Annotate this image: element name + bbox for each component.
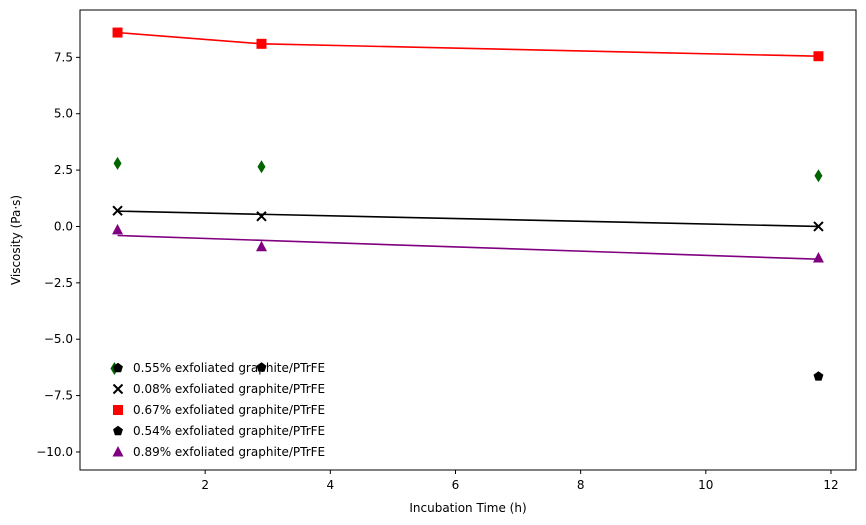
y-tick-label: −7.5	[44, 389, 73, 403]
legend-label-series-5: 0.89% exfoliated graphite/PTrFE	[133, 445, 325, 459]
data-point-series-1	[257, 160, 266, 174]
x-tick-label: 2	[201, 478, 209, 492]
x-tick-label: 12	[823, 478, 838, 492]
data-point-series-1	[814, 169, 823, 183]
legend-label-series-1: 0.55% exfoliated graphite/PTrFE	[133, 361, 325, 375]
data-point-series-5	[812, 252, 824, 263]
data-point-series-5	[255, 240, 267, 252]
legend-label-series-4: 0.54% exfoliated graphite/PTrFE	[133, 424, 325, 438]
y-tick-label: 2.5	[54, 163, 73, 177]
legend-marker-series-4	[113, 425, 123, 436]
y-axis-ticks: −10.0 −7.5 −5.0 −2.5 0.0 2.5 5.0 7.5	[36, 50, 80, 459]
data-point-series-2	[813, 221, 824, 232]
data-point-series-3	[112, 27, 123, 38]
legend: 0.55% exfoliated graphite/PTrFE 0.08% exf…	[112, 361, 325, 459]
data-point-series-4	[813, 371, 824, 381]
y-axis-label: Viscosity (Pa·s)	[9, 195, 23, 285]
x-tick-label: 10	[698, 478, 713, 492]
trend-line-series-2	[117, 210, 819, 228]
plot-frame	[79, 9, 857, 471]
data-point-series-3	[256, 38, 267, 49]
x-tick-label: 4	[327, 478, 335, 492]
data-point-series-2	[256, 211, 267, 222]
y-tick-label: −10.0	[36, 445, 73, 459]
legend-label-series-3: 0.67% exfoliated graphite/PTrFE	[133, 403, 325, 417]
x-tick-label: 6	[452, 478, 460, 492]
y-tick-label: −5.0	[44, 332, 73, 346]
data-point-series-3	[813, 51, 824, 62]
data-point-series-5	[112, 223, 124, 235]
legend-marker-series-3	[113, 405, 123, 415]
y-tick-label: 7.5	[54, 50, 73, 64]
data-point-series-2	[112, 205, 123, 216]
y-tick-label: 5.0	[54, 107, 73, 121]
legend-marker-series-1	[113, 362, 123, 373]
legend-marker-series-5	[112, 446, 124, 457]
x-axis-ticks: 2 4 6 8 10 12	[201, 470, 839, 492]
x-tick-label: 8	[577, 478, 585, 492]
y-tick-label: 0.0	[54, 219, 73, 233]
x-axis-label: Incubation Time (h)	[409, 501, 526, 515]
legend-marker-series-2	[112, 383, 124, 395]
y-tick-label: −2.5	[44, 276, 73, 290]
data-point-series-4	[256, 362, 267, 372]
trend-line-series-5	[117, 234, 819, 260]
legend-label-series-2: 0.08% exfoliated graphite/PTrFE	[133, 382, 325, 396]
data-point-series-1	[113, 156, 122, 170]
